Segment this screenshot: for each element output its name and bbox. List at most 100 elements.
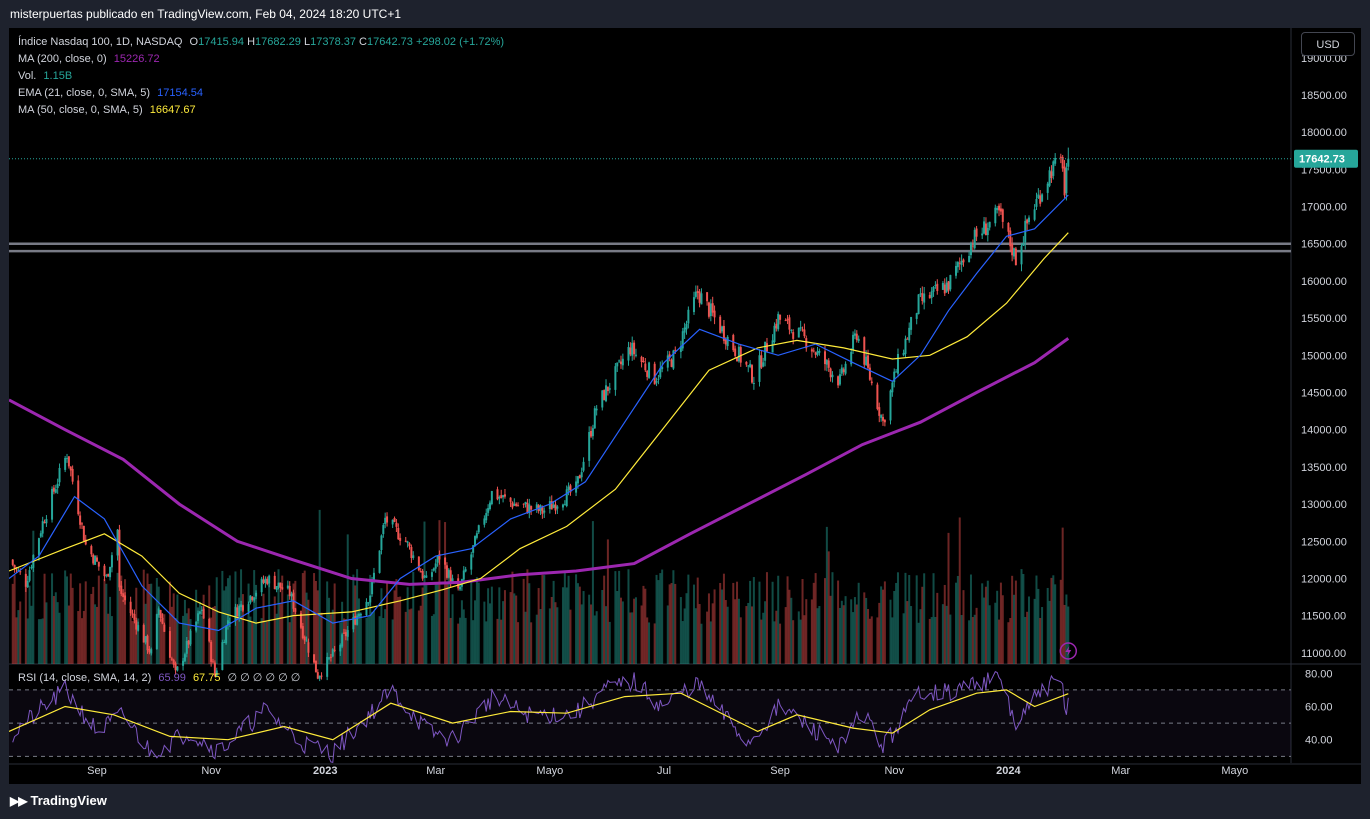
candle-body [470,554,473,570]
candle-body [80,523,83,525]
volume-bar [840,600,843,664]
legend-row-ma50[interactable]: MA (50, close, 0, SMA, 5) 16647.67 [18,102,504,119]
chart-svg[interactable]: 19000.0018500.0018000.0017500.0017000.00… [9,28,1361,784]
price-tick-label: 12000.00 [1301,573,1347,585]
currency-button[interactable]: USD [1301,32,1355,56]
volume-bar [732,582,735,664]
candle-body [399,537,402,541]
candle-body [290,593,293,597]
price-tick-label: 13500.00 [1301,462,1347,474]
rsi-tick-label: 40.00 [1305,735,1333,747]
candle-body [198,611,201,614]
volume-bar [54,592,57,664]
legend-row-ema21[interactable]: EMA (21, close, 0, SMA, 5) 17154.54 [18,85,504,102]
volume-bar [357,598,360,664]
candle-body [412,555,415,558]
volume-bar [945,605,948,664]
volume-bar [464,617,467,664]
volume-bar [575,574,578,664]
candle-body [430,572,433,577]
candle-body [120,585,123,594]
candle-body [434,563,437,569]
volume-bar [430,615,433,664]
candle-body [404,540,407,542]
rsi-legend[interactable]: RSI (14, close, SMA, 14, 2) 65.99 67.75 … [18,671,300,684]
volume-bar [646,617,649,664]
volume-bar [981,583,984,664]
volume-bar [788,589,791,664]
volume-bar [653,623,656,664]
candle-body [346,630,349,637]
volume-bar [133,616,136,664]
volume-bar [200,615,203,664]
volume-bar [118,584,121,664]
volume-bar [923,573,926,664]
volume-bar [1041,607,1044,664]
candle-body [187,640,190,645]
candle-body [1027,217,1030,223]
volume-bar [619,597,622,664]
candle-body [328,657,331,659]
legend-row-ma200[interactable]: MA (200, close, 0) 15226.72 [18,51,504,68]
candle-body [303,636,306,641]
ma200-label: MA (200, close, 0) [18,53,107,65]
candle-body [552,504,555,508]
legend-row-vol[interactable]: Vol. 1.15B [18,68,504,85]
legend-row-symbol[interactable]: Índice Nasdaq 100, 1D, NASDAQ O17415.94 … [18,34,504,51]
volume-bar [561,587,564,664]
legend-symbol[interactable]: Índice Nasdaq 100, 1D, NASDAQ [18,36,183,48]
candle-body [371,579,374,595]
candle-body [1041,194,1044,202]
volume-bar [187,608,190,664]
volume-bar [779,623,782,664]
volume-bar [432,614,435,664]
chart-area[interactable]: 19000.00 18500.00 18000.00 17500.00 17000.00… [9,28,1361,784]
volume-bar [880,586,883,664]
volume-bar [198,601,201,664]
candle-body [941,283,944,290]
candle-body [17,569,20,571]
volume-bar [109,596,112,664]
volume-bar [90,593,93,664]
candle-body [425,575,428,578]
candle-body [590,431,593,437]
volume-bar [305,592,308,664]
volume-bar [548,608,551,664]
volume-bar [313,573,316,664]
candle-body [109,566,112,578]
volume-bar [425,585,428,664]
volume-bar [941,604,944,664]
volume-bar [213,606,216,664]
volume-bar [895,582,898,664]
volume-bar [554,602,557,664]
volume-bar [1033,598,1036,664]
candle-body [417,556,420,571]
candle-body [653,363,656,385]
volume-bar [161,613,164,664]
volume-bar [983,597,986,664]
volume-bar [556,607,559,664]
volume-bar [1067,606,1070,664]
candle-body [880,415,883,418]
volume-bar [576,583,579,664]
candle-body [541,507,544,514]
volume-bar [595,611,598,664]
tradingview-logo[interactable]: ▶▶ TradingView [10,793,107,808]
candle-body [530,506,533,510]
publisher-text: misterpuertas publicado en TradingView.c… [10,7,402,21]
volume-bar [124,579,127,664]
candle-body [949,275,952,290]
candle-body [640,356,643,362]
candle-body [247,604,250,612]
volume-bar [601,590,604,664]
candle-body [268,575,271,584]
candle-body [462,570,465,580]
candle-body [509,497,512,502]
candle-body [329,656,332,658]
candle-body [391,519,394,525]
candle-body [406,541,409,543]
volume-bar [567,575,570,664]
candle-body [15,568,18,570]
volume-bar [97,575,100,664]
volume-bar [174,618,177,664]
